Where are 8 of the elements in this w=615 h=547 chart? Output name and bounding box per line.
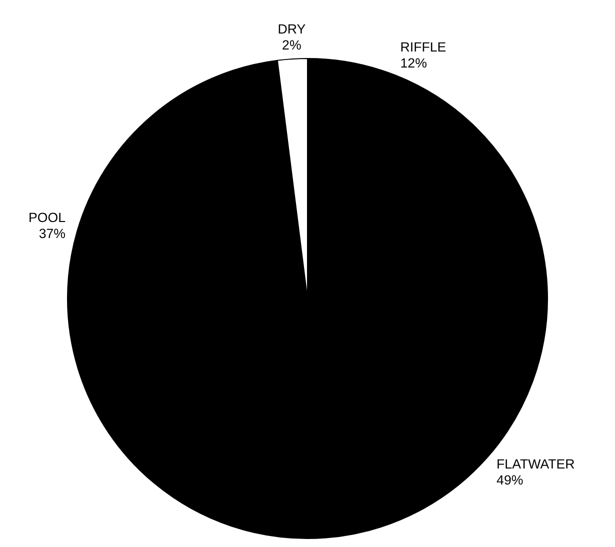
slice-label: FLATWATER — [496, 456, 575, 472]
slice-label: RIFFLE — [400, 39, 446, 54]
slice-label: POOL — [28, 210, 66, 225]
data-label: 37% — [38, 226, 66, 241]
slice-label: DRY — [278, 22, 306, 37]
data-label: 49% — [496, 472, 524, 488]
data-label: 2% — [282, 38, 302, 53]
data-label: 12% — [400, 55, 428, 70]
